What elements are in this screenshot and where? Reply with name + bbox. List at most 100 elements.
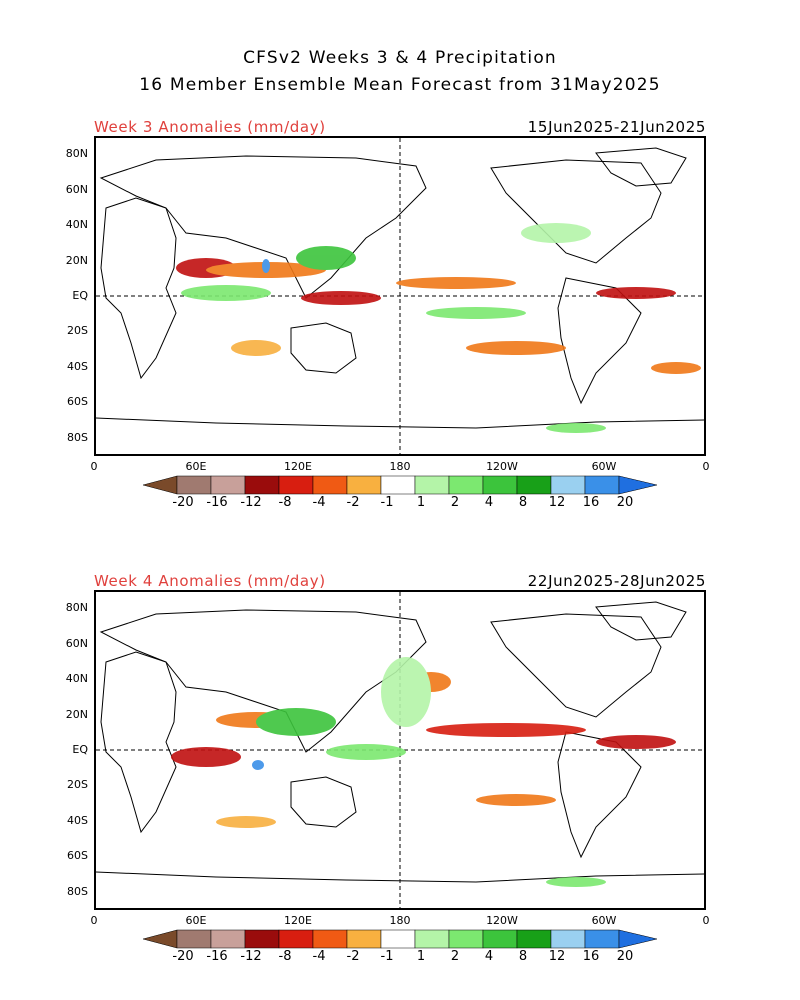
week4-continents — [96, 601, 704, 883]
colorbar-swatch — [244, 475, 280, 495]
week3-anomaly-shading — [176, 223, 701, 433]
australia-coast — [290, 322, 357, 374]
colorbar-tick-label: -1 — [380, 949, 394, 964]
colorbar-tick-label: 20 — [616, 949, 634, 964]
week3-wet-anomaly — [262, 259, 270, 273]
colorbar-swatch — [244, 929, 280, 949]
week4-anomaly-shading — [171, 657, 676, 887]
colorbar-swatch — [346, 475, 382, 495]
week3-dry-anomaly — [231, 340, 281, 356]
week3-lat-label: 20N — [65, 254, 88, 267]
week4-wet-anomaly — [381, 657, 431, 727]
week4-lon-label: 60W — [591, 914, 617, 927]
colorbar-swatch — [448, 475, 484, 495]
colorbar-swatch — [584, 929, 620, 949]
antarctica-coast — [96, 417, 704, 429]
colorbar-swatch — [414, 475, 450, 495]
colorbar-swatch — [482, 929, 518, 949]
week3-lat-label: 80N — [65, 147, 88, 160]
week3-map-svg — [96, 138, 704, 454]
colorbar-swatch — [414, 929, 450, 949]
colorbar-tick-label: 12 — [548, 495, 566, 510]
colorbar-tick-label: 16 — [582, 949, 600, 964]
week3-wet-anomaly — [521, 223, 591, 243]
week3-wet-anomaly — [546, 423, 606, 433]
colorbar-swatch — [380, 475, 416, 495]
colorbar-swatch — [584, 475, 620, 495]
week3-wet-anomaly — [296, 246, 356, 270]
week3-lat-label: 40S — [67, 360, 88, 373]
week3-colorbar — [143, 475, 657, 495]
week4-wet-anomaly — [252, 760, 264, 770]
week3-dry-anomaly — [301, 291, 381, 305]
week4-wet-anomaly — [546, 877, 606, 887]
week3-lon-label: 60W — [591, 460, 617, 473]
week3-dry-anomaly — [466, 341, 566, 355]
colorbar-tick-label: -12 — [240, 495, 262, 510]
colorbar-left-arrow — [143, 929, 178, 949]
week4-lat-label: 40S — [67, 814, 88, 827]
south-america-coast — [557, 277, 642, 405]
africa-coast — [100, 197, 177, 380]
week4-lon-label: 180 — [389, 914, 411, 927]
colorbar-tick-label: -20 — [172, 949, 194, 964]
week4-map-svg — [96, 592, 704, 908]
week3-lat-label: 20S — [67, 324, 88, 337]
week4-lat-label: EQ — [72, 743, 88, 756]
week4-lon-label: 0 — [702, 914, 710, 927]
colorbar-swatch — [210, 929, 246, 949]
africa-coast — [100, 651, 177, 834]
colorbar-tick-label: -16 — [206, 495, 228, 510]
greenland-coast — [595, 147, 687, 187]
week4-lon-label: 120E — [284, 914, 312, 927]
colorbar-tick-label: -8 — [278, 495, 292, 510]
antarctica-coast — [96, 871, 704, 883]
eurasia-coast — [99, 609, 427, 753]
week3-lon-label: 60E — [185, 460, 207, 473]
week3-wet-anomaly — [181, 285, 271, 301]
week4-lat-label: 60S — [67, 849, 88, 862]
week4-colorbar — [143, 929, 657, 949]
week4-lon-label: 120W — [486, 914, 518, 927]
week4-lat-label: 80N — [65, 601, 88, 614]
colorbar-tick-label: 2 — [450, 949, 460, 964]
week3-lon-label: 180 — [389, 460, 411, 473]
week4-dry-anomaly — [596, 735, 676, 749]
week3-lon-label: 120W — [486, 460, 518, 473]
week3-continents — [96, 147, 704, 429]
week3-lat-label: 60N — [65, 183, 88, 196]
colorbar-tick-label: 2 — [450, 495, 460, 510]
colorbar-tick-label: -4 — [312, 495, 326, 510]
figure-title-line1: CFSv2 Weeks 3 & 4 Precipitation — [243, 48, 557, 68]
week3-dry-anomaly — [396, 277, 516, 289]
colorbar-tick-label: -8 — [278, 949, 292, 964]
colorbar-swatch — [550, 929, 586, 949]
week4-lon-label: 60E — [185, 914, 207, 927]
week4-lat-label: 80S — [67, 885, 88, 898]
colorbar-swatch — [516, 475, 552, 495]
colorbar-right-arrow — [618, 475, 657, 495]
colorbar-tick-label: -12 — [240, 949, 262, 964]
week4-lat-label: 40N — [65, 672, 88, 685]
colorbar-swatch — [176, 929, 212, 949]
colorbar-swatch — [550, 475, 586, 495]
week4-date-range: 22Jun2025-28Jun2025 — [527, 572, 706, 590]
colorbar-swatch — [380, 929, 416, 949]
week3-dry-anomaly — [596, 287, 676, 299]
south-america-coast — [557, 731, 642, 859]
week3-dry-anomaly — [651, 362, 701, 374]
colorbar-tick-label: -20 — [172, 495, 194, 510]
colorbar-right-arrow — [618, 929, 657, 949]
north-america-coast — [490, 159, 662, 264]
week4-dry-anomaly — [171, 747, 241, 767]
colorbar-tick-label: 8 — [518, 495, 528, 510]
week4-lat-label: 20S — [67, 778, 88, 791]
north-america-coast — [490, 613, 662, 718]
week3-anomaly-title: Week 3 Anomalies (mm/day) — [94, 118, 326, 136]
australia-coast — [290, 776, 357, 828]
colorbar-tick-label: 4 — [484, 949, 494, 964]
figure-title-line2: 16 Member Ensemble Mean Forecast from 31… — [139, 75, 661, 95]
colorbar-left-arrow — [143, 475, 178, 495]
week4-dry-anomaly — [216, 816, 276, 828]
colorbar-tick-label: -2 — [346, 495, 360, 510]
